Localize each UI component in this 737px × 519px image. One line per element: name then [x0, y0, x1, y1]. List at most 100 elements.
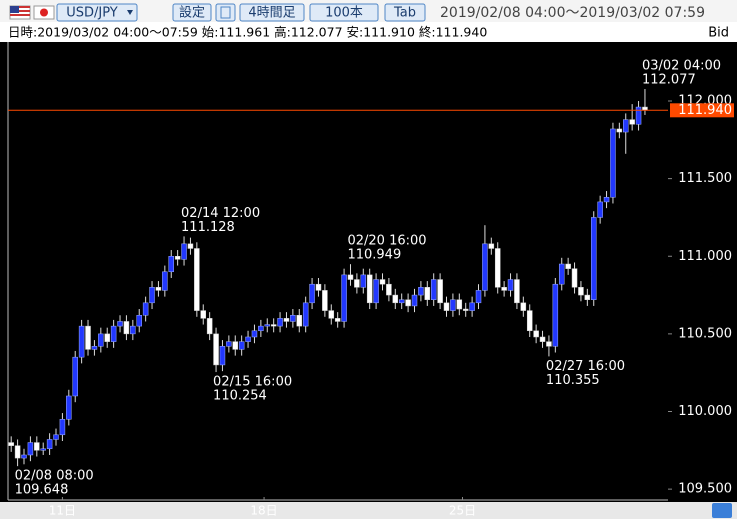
- jp-flag: [33, 5, 55, 20]
- candle-down: [85, 325, 91, 350]
- y-tick-label: 110.000: [678, 404, 732, 419]
- candle-up: [635, 106, 642, 125]
- candle-up: [258, 325, 264, 332]
- candle-up: [450, 299, 456, 311]
- candle-up: [59, 419, 66, 436]
- candle-up: [482, 243, 488, 291]
- candle-up: [590, 217, 597, 300]
- candle-down: [322, 290, 328, 311]
- annotation-price: 110.949: [347, 248, 401, 263]
- candle-up: [475, 290, 482, 304]
- candle-down: [232, 341, 239, 350]
- date-range: 2019/02/08 04:00〜2019/03/02 07:59: [440, 5, 705, 21]
- candle-up: [290, 314, 296, 322]
- candle-down: [328, 310, 335, 319]
- x-tick-label: 25日: [449, 504, 476, 518]
- candle-down: [270, 324, 277, 327]
- candle-down: [629, 119, 635, 125]
- candle-down: [283, 318, 290, 322]
- candle-down: [366, 274, 373, 304]
- calc-button[interactable]: [215, 3, 236, 22]
- candle-up: [149, 287, 155, 304]
- candle-up: [469, 302, 475, 311]
- candle-down: [14, 445, 21, 459]
- candle-up: [91, 346, 98, 350]
- candle-down: [456, 299, 463, 310]
- candle-down: [386, 283, 392, 296]
- candle-up: [398, 299, 405, 304]
- candle-up: [552, 283, 559, 347]
- y-tick-label: 109.500: [678, 482, 732, 497]
- us-flag: [9, 5, 31, 20]
- candle-up: [507, 279, 514, 291]
- candle-down: [494, 248, 501, 288]
- candle-down: [187, 243, 194, 249]
- candle-down: [8, 442, 14, 446]
- candle-down: [296, 314, 303, 327]
- pair-select[interactable]: USD/JPY: [56, 3, 138, 22]
- candle-down: [565, 263, 571, 269]
- candle-down: [539, 336, 546, 342]
- candle-up: [117, 321, 123, 327]
- candle-down: [616, 128, 623, 133]
- candle-up: [162, 271, 168, 291]
- price-side: Bid: [708, 26, 729, 41]
- candle-down: [213, 333, 219, 366]
- ohlc-info: 日時:2019/03/02 04:00〜07:59 始:111.961 高:11…: [8, 25, 487, 40]
- tab-button[interactable]: Tab: [384, 3, 426, 22]
- candle-up: [558, 263, 565, 285]
- info-bar: [0, 22, 737, 42]
- candle-down: [462, 308, 469, 311]
- candle-up: [72, 356, 78, 397]
- candle-down: [424, 287, 431, 300]
- annotation-price: 111.128: [181, 220, 235, 235]
- candle-down: [200, 310, 206, 319]
- candle-down: [206, 318, 213, 335]
- candle-up: [78, 325, 85, 358]
- candle-down: [501, 287, 507, 291]
- candle-down: [514, 279, 520, 304]
- annotation-date: 02/20 16:00: [347, 234, 426, 249]
- candle-up: [597, 201, 603, 218]
- y-tick-label: 111.500: [678, 171, 732, 186]
- candle-down: [315, 283, 322, 291]
- button-label: 4時間足: [248, 6, 295, 21]
- y-tick-label: 111.000: [678, 249, 732, 264]
- button-label: Tab: [393, 6, 416, 21]
- candle-up: [245, 336, 251, 342]
- candle-down: [392, 294, 399, 304]
- candle-up: [373, 279, 379, 304]
- candle-up: [136, 314, 142, 327]
- candle-up: [277, 318, 283, 327]
- candle-up: [360, 274, 367, 288]
- candle-down: [194, 248, 200, 311]
- annotation-price: 110.355: [546, 373, 600, 388]
- candle-up: [302, 302, 309, 327]
- settings-button[interactable]: 設定: [172, 3, 212, 22]
- candle-up: [142, 302, 149, 316]
- candle-down: [526, 310, 533, 332]
- button-label: 100本: [325, 6, 363, 21]
- candle-up: [53, 434, 59, 440]
- pair: USD/JPY: [66, 6, 118, 21]
- count-button[interactable]: 100本: [309, 3, 379, 22]
- candle-down: [174, 256, 181, 260]
- candle-up: [110, 325, 117, 342]
- candle-up: [610, 128, 616, 198]
- candle-down: [533, 330, 539, 338]
- candle-down: [571, 268, 578, 288]
- candle-up: [27, 442, 34, 456]
- x-axis-bar: [0, 502, 737, 519]
- candle-down: [379, 279, 386, 285]
- annotation-price: 112.077: [642, 73, 696, 88]
- timeframe-button[interactable]: 4時間足: [239, 3, 305, 22]
- candle-up: [238, 341, 245, 350]
- x-tick-label: 11日: [49, 504, 76, 518]
- candle-down: [123, 321, 130, 335]
- menu-button[interactable]: [712, 503, 732, 518]
- candle-up: [264, 324, 271, 327]
- candle-up: [251, 330, 258, 338]
- candle-down: [437, 279, 443, 304]
- annotation-date: 02/15 16:00: [213, 375, 292, 390]
